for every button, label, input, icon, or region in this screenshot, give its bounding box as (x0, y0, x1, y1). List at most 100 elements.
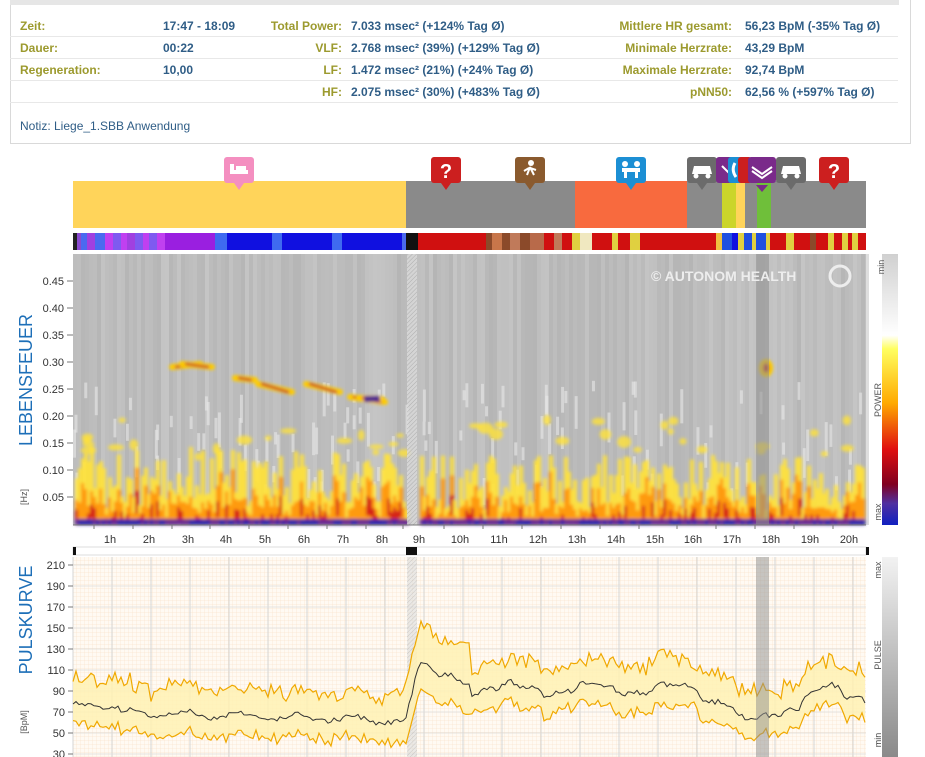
power-band (243, 459, 247, 525)
activity-band (73, 181, 866, 228)
power-band (183, 519, 187, 525)
texture-streak (255, 449, 259, 482)
state-segment (834, 233, 842, 250)
texture-streak (377, 466, 381, 482)
power-band (126, 513, 130, 522)
power-band (714, 519, 718, 525)
activity-segment[interactable] (757, 181, 771, 228)
power-band (603, 455, 607, 525)
texture-streak (276, 434, 280, 458)
bed-icon[interactable] (224, 157, 254, 190)
scale-mid-label: PULSE (873, 640, 883, 670)
car-icon[interactable] (776, 157, 806, 190)
power-band (573, 509, 577, 525)
reading-icon[interactable] (748, 157, 776, 192)
meeting-icon[interactable] (616, 157, 646, 190)
power-band (237, 452, 241, 525)
power-band (135, 490, 139, 514)
texture-streak (243, 444, 247, 472)
activity-segment-car[interactable] (687, 181, 722, 228)
power-band (747, 483, 751, 525)
texture-column (81, 254, 85, 525)
activity-segment[interactable] (745, 181, 757, 228)
power-band (264, 494, 268, 525)
power-band (165, 519, 169, 525)
texture-column (221, 254, 225, 525)
power-band (810, 514, 814, 522)
texture-column (309, 254, 313, 525)
selection-highlight[interactable] (756, 254, 769, 525)
texture-column (161, 254, 165, 525)
power-band (354, 497, 358, 525)
state-segment (342, 233, 402, 250)
power-band (681, 519, 685, 525)
y-tick-label: 110 (47, 665, 65, 677)
power-band (291, 469, 295, 525)
power-band (504, 499, 508, 525)
power-band (723, 519, 727, 525)
power-band (531, 519, 535, 525)
car-icon[interactable] (687, 157, 717, 190)
power-trace (237, 376, 253, 382)
power-band (795, 519, 799, 525)
texture-column (537, 254, 541, 525)
texture-column (713, 254, 717, 525)
walking-icon[interactable] (515, 157, 545, 190)
power-band (225, 519, 229, 525)
activity-segment[interactable] (722, 181, 736, 228)
power-band (666, 468, 670, 525)
state-segment (580, 233, 592, 250)
texture-column (241, 254, 245, 525)
power-band (483, 519, 487, 525)
power-band (618, 511, 622, 521)
texture-column (689, 254, 693, 525)
texture-streak (315, 427, 319, 455)
summary-label: pNN50: (689, 85, 732, 99)
power-band (633, 519, 637, 525)
summary-value: 00:22 (163, 41, 194, 55)
power-spot (633, 446, 642, 453)
power-spot (336, 437, 353, 444)
state-segment (282, 233, 332, 250)
power-band (201, 450, 205, 525)
x-tick-label: 10h (451, 534, 469, 546)
summary-row: HF: 2.075 msec² (30%) (+483% Tag Ø) pNN5… (10, 81, 898, 103)
selection-highlight[interactable] (756, 557, 769, 757)
power-band (726, 462, 730, 525)
texture-column (101, 254, 105, 525)
power-band (798, 519, 802, 525)
power-band (246, 519, 250, 525)
power-band (453, 500, 457, 525)
unknown-icon[interactable]: ? (819, 157, 849, 190)
activity-segment[interactable] (736, 181, 745, 228)
power-band (609, 475, 613, 525)
power-band (273, 519, 277, 525)
power-band (693, 519, 697, 525)
power-band (357, 500, 361, 525)
texture-streak (217, 412, 221, 448)
power-band (324, 511, 328, 521)
texture-column (109, 254, 113, 525)
texture-column (181, 254, 185, 525)
unknown-icon[interactable]: ? (431, 157, 461, 190)
state-segment (73, 233, 77, 250)
activity-segment-unknown[interactable] (406, 181, 575, 228)
power-band (456, 519, 460, 525)
power-band (453, 519, 457, 525)
texture-streak (645, 449, 649, 470)
power-band (150, 519, 154, 525)
power-band (258, 462, 262, 525)
power-band (468, 519, 472, 525)
power-band (198, 494, 202, 525)
power-band (126, 519, 130, 525)
power-band (390, 511, 394, 521)
power-band (642, 519, 646, 525)
texture-column (729, 254, 733, 525)
power-band (750, 507, 754, 520)
power-band (288, 519, 292, 525)
power-band (498, 506, 502, 525)
activity-segment-unknown[interactable] (771, 181, 866, 228)
power-band (228, 519, 232, 525)
texture-column (865, 254, 869, 525)
state-segment (87, 233, 95, 250)
